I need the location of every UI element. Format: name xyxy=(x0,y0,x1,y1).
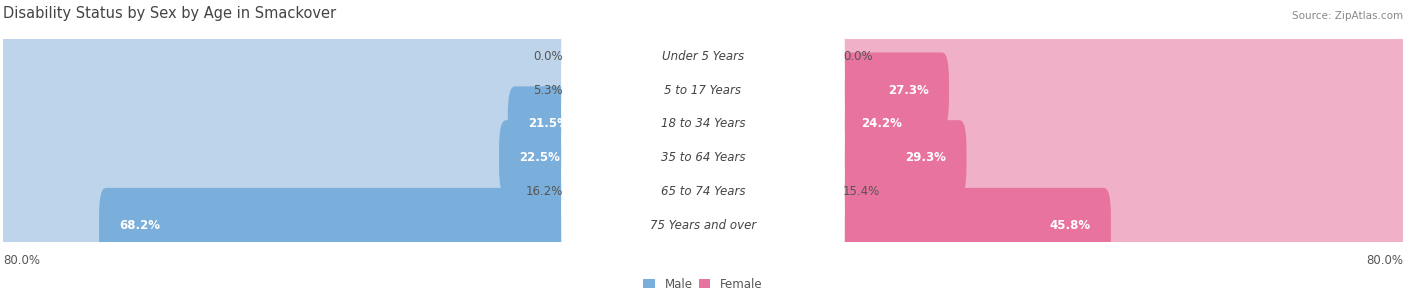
Text: 5 to 17 Years: 5 to 17 Years xyxy=(665,84,741,97)
FancyBboxPatch shape xyxy=(3,209,1403,242)
FancyBboxPatch shape xyxy=(499,120,579,195)
Text: Disability Status by Sex by Age in Smackover: Disability Status by Sex by Age in Smack… xyxy=(3,6,336,21)
Text: 0.0%: 0.0% xyxy=(844,50,873,63)
FancyBboxPatch shape xyxy=(827,188,1406,263)
FancyBboxPatch shape xyxy=(827,19,1406,94)
FancyBboxPatch shape xyxy=(561,5,845,107)
FancyBboxPatch shape xyxy=(98,188,579,263)
Text: 80.0%: 80.0% xyxy=(1367,254,1403,267)
FancyBboxPatch shape xyxy=(3,73,1403,107)
FancyBboxPatch shape xyxy=(827,52,949,127)
FancyBboxPatch shape xyxy=(827,86,1406,161)
FancyBboxPatch shape xyxy=(827,120,966,195)
FancyBboxPatch shape xyxy=(3,39,1403,73)
FancyBboxPatch shape xyxy=(0,19,579,94)
FancyBboxPatch shape xyxy=(3,141,1403,175)
FancyBboxPatch shape xyxy=(561,141,845,243)
FancyBboxPatch shape xyxy=(0,188,579,263)
FancyBboxPatch shape xyxy=(561,73,845,175)
FancyBboxPatch shape xyxy=(0,52,579,127)
FancyBboxPatch shape xyxy=(561,174,845,277)
Legend: Male, Female: Male, Female xyxy=(641,276,765,293)
Text: 65 to 74 Years: 65 to 74 Years xyxy=(661,185,745,198)
FancyBboxPatch shape xyxy=(572,52,657,127)
Text: 45.8%: 45.8% xyxy=(1050,219,1091,232)
FancyBboxPatch shape xyxy=(0,154,579,229)
Text: 0.0%: 0.0% xyxy=(533,50,562,63)
FancyBboxPatch shape xyxy=(827,154,845,229)
Text: 15.4%: 15.4% xyxy=(844,185,880,198)
Text: 5.3%: 5.3% xyxy=(533,84,562,97)
Text: 24.2%: 24.2% xyxy=(860,117,901,131)
FancyBboxPatch shape xyxy=(827,52,1406,127)
Text: 16.2%: 16.2% xyxy=(526,185,562,198)
Text: 27.3%: 27.3% xyxy=(889,84,929,97)
FancyBboxPatch shape xyxy=(554,154,579,229)
FancyBboxPatch shape xyxy=(3,107,1403,141)
Text: 22.5%: 22.5% xyxy=(519,151,560,164)
FancyBboxPatch shape xyxy=(3,175,1403,209)
FancyBboxPatch shape xyxy=(827,188,1111,263)
FancyBboxPatch shape xyxy=(508,86,579,161)
Text: 21.5%: 21.5% xyxy=(527,117,569,131)
FancyBboxPatch shape xyxy=(561,107,845,209)
Text: 75 Years and over: 75 Years and over xyxy=(650,219,756,232)
Text: 29.3%: 29.3% xyxy=(905,151,946,164)
FancyBboxPatch shape xyxy=(827,154,1406,229)
Text: 80.0%: 80.0% xyxy=(3,254,39,267)
Text: 18 to 34 Years: 18 to 34 Years xyxy=(661,117,745,131)
FancyBboxPatch shape xyxy=(0,86,579,161)
Text: 68.2%: 68.2% xyxy=(120,219,160,232)
Text: 35 to 64 Years: 35 to 64 Years xyxy=(661,151,745,164)
FancyBboxPatch shape xyxy=(561,39,845,141)
FancyBboxPatch shape xyxy=(827,86,922,161)
Text: Under 5 Years: Under 5 Years xyxy=(662,50,744,63)
FancyBboxPatch shape xyxy=(827,120,1406,195)
FancyBboxPatch shape xyxy=(0,120,579,195)
Text: Source: ZipAtlas.com: Source: ZipAtlas.com xyxy=(1292,11,1403,21)
